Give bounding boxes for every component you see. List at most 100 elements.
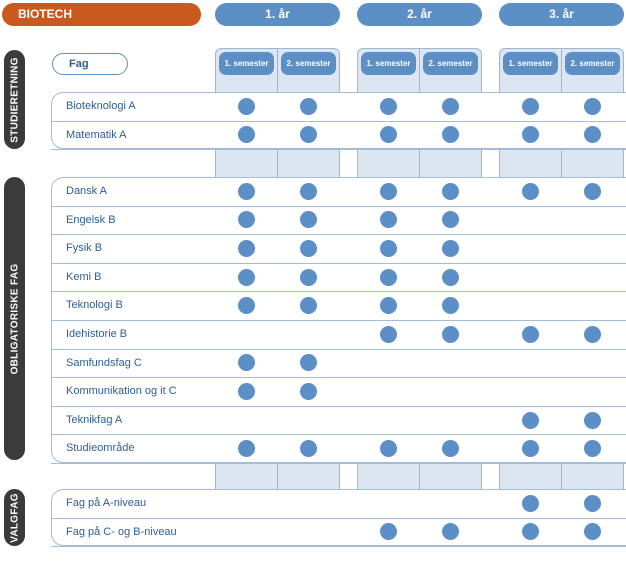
semester-dot [238, 383, 255, 400]
subject-label: Matematik A [66, 128, 127, 141]
row-divider [51, 546, 626, 548]
semester-dot [584, 182, 601, 200]
semester-dot [238, 354, 255, 372]
row-divider [51, 149, 626, 151]
row-divider [51, 320, 626, 321]
row-divider [51, 377, 626, 379]
semester-dot [584, 523, 601, 541]
semester-dot [584, 126, 601, 144]
semester-dot [442, 240, 459, 257]
semester-dot [522, 411, 539, 429]
group-bar: VALGFAG [4, 489, 25, 546]
group-bar: OBLIGATORISKE FAG [4, 177, 25, 460]
semester-label: 2. semester [281, 52, 336, 75]
row-divider [51, 234, 626, 236]
semester-dot [238, 240, 255, 257]
row-divider [51, 205, 626, 207]
row-divider [51, 120, 626, 122]
semester-dot [238, 97, 255, 115]
semester-dot [442, 211, 459, 229]
semester-dot [238, 211, 255, 229]
semester-dot [522, 440, 539, 458]
group-bar: STUDIERETNING [4, 50, 25, 149]
group-label: STUDIERETNING [9, 56, 20, 143]
semester-dot [380, 182, 397, 200]
row-divider [51, 405, 626, 407]
subject-label: Teknologi B [66, 299, 123, 312]
semester-dot [522, 325, 539, 343]
semester-dot [300, 126, 317, 144]
semester-dot [380, 211, 397, 229]
semester-dot [300, 297, 317, 315]
row-divider [51, 291, 626, 293]
year-header-2: 2. år [357, 3, 482, 26]
semester-dot [238, 440, 255, 458]
subject-label: Teknikfag A [66, 413, 123, 426]
semester-label: 2. semester [423, 52, 478, 75]
semester-label: 2. semester [565, 52, 620, 75]
semester-dot [380, 325, 397, 343]
group-label: OBLIGATORISKE FAG [9, 263, 20, 374]
semester-dot [380, 240, 397, 257]
semester-label: 1. semester [503, 52, 558, 75]
subject-label: Samfundsfag C [66, 356, 142, 369]
semester-dot [238, 268, 255, 286]
semester-dot [300, 97, 317, 115]
subject-label: Bioteknologi A [66, 100, 136, 112]
subject-label: Idehistorie B [66, 328, 128, 340]
semester-dot [522, 494, 539, 512]
semester-dot [380, 523, 397, 541]
semester-dot [442, 297, 459, 315]
semester-dot [380, 126, 397, 144]
semester-dot [300, 383, 317, 400]
subject-label: Kemi B [66, 270, 102, 283]
semester-dot [238, 182, 255, 200]
semester-dot [442, 182, 459, 200]
semester-dot [442, 523, 459, 541]
semester-dot [522, 523, 539, 541]
semester-dot [300, 211, 317, 229]
program-title: BIOTECH [2, 3, 201, 26]
row-divider [51, 463, 626, 464]
semester-dot [522, 126, 539, 144]
semester-dot [584, 494, 601, 512]
semester-dot [300, 268, 317, 286]
semester-dot [584, 411, 601, 429]
semester-dot [584, 325, 601, 343]
semester-dot [442, 126, 459, 144]
semester-label: 1. semester [361, 52, 416, 75]
subject-label: Dansk A [66, 185, 107, 197]
semester-label: 1. semester [219, 52, 274, 75]
semester-dot [380, 268, 397, 286]
year-header-1: 1. år [215, 3, 340, 26]
semester-dot [584, 440, 601, 458]
row-divider [51, 517, 626, 519]
subject-label: Fag på A-niveau [66, 497, 147, 509]
row-divider [51, 348, 626, 350]
group-label: VALGFAG [9, 492, 20, 543]
semester-dot [300, 354, 317, 372]
semester-dot [380, 97, 397, 115]
subject-label: Studieområde [66, 442, 135, 455]
subject-label: Engelsk B [66, 213, 116, 226]
semester-dot [300, 240, 317, 257]
semester-dot [442, 97, 459, 115]
row-divider [51, 434, 626, 436]
semester-dot [522, 182, 539, 200]
fag-label: Fag [52, 53, 128, 75]
semester-dot [522, 97, 539, 115]
semester-dot [584, 97, 601, 115]
semester-dot [380, 297, 397, 315]
semester-dot [380, 440, 397, 458]
semester-dot [300, 182, 317, 200]
subject-label: Fag på C- og B-niveau [66, 525, 177, 538]
semester-dot [442, 440, 459, 458]
year-header-3: 3. år [499, 3, 624, 26]
semester-dot [300, 440, 317, 458]
subject-label: Kommunikation og it C [66, 385, 177, 398]
subject-label: Fysik B [66, 242, 103, 255]
semester-dot [442, 268, 459, 286]
semester-dot [238, 126, 255, 144]
row-divider [51, 262, 626, 264]
semester-dot [238, 297, 255, 315]
